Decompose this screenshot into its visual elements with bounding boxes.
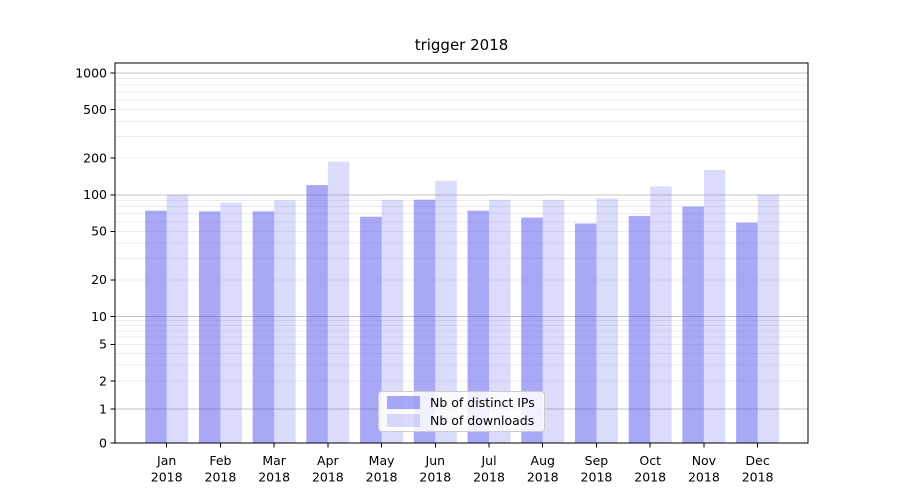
x-tick-label-month: Apr: [317, 453, 339, 468]
bar-ips-Jul: [467, 210, 490, 443]
x-tick-label-year: 2018: [527, 470, 559, 485]
bar-ips-Apr: [306, 185, 328, 443]
bar-downloads-Mar: [274, 200, 296, 443]
bar-downloads-Feb: [220, 202, 242, 443]
x-tick-label-year: 2018: [312, 470, 344, 485]
bar-downloads-Nov: [703, 169, 726, 444]
bar-ips-Jan: [145, 210, 167, 443]
legend: Nb of distinct IPs Nb of downloads: [378, 391, 545, 432]
bar-ips-Aug: [521, 217, 543, 443]
legend-item-downloads: Nb of downloads: [385, 413, 538, 428]
legend-swatch-distinct-ips: [387, 396, 420, 410]
bar-downloads-Jul: [489, 199, 511, 443]
bar-ips-Dec: [736, 222, 758, 443]
y-tick-label: 1: [99, 401, 107, 416]
x-tick-label-month: Jun: [425, 453, 446, 468]
bar-ips-Nov: [682, 206, 704, 443]
bar-ips-Mar: [252, 211, 275, 443]
bar-ips-Oct: [628, 215, 651, 443]
bar-downloads-Sep: [596, 198, 618, 443]
y-tick-label: 200: [83, 150, 107, 165]
y-tick-label: 2: [99, 373, 107, 388]
x-tick-label-year: 2018: [366, 470, 398, 485]
axes-box: [114, 62, 809, 444]
bar-downloads-Aug: [542, 199, 565, 443]
y-tick-label: 20: [91, 272, 107, 287]
y-tick-label: 500: [83, 102, 107, 117]
x-tick-label-month: Mar: [262, 453, 286, 468]
x-tick-label-year: 2018: [742, 470, 774, 485]
y-tick-label: 5: [99, 337, 107, 352]
x-tick-label-year: 2018: [634, 470, 666, 485]
legend-label-downloads: Nb of downloads: [430, 412, 535, 428]
y-tick-label: 1000: [75, 65, 107, 80]
x-tick-label-year: 2018: [473, 470, 505, 485]
x-tick-label-month: Sep: [585, 453, 609, 468]
bar-ips-May: [360, 216, 382, 443]
y-tick-label: 100: [83, 187, 107, 202]
bar-downloads-Jan: [166, 194, 189, 443]
x-tick-label-month: Nov: [692, 453, 717, 468]
bar-downloads-Oct: [650, 186, 672, 443]
x-tick-label-year: 2018: [688, 470, 720, 485]
x-tick-label-month: Oct: [639, 453, 661, 468]
x-tick-label-month: Aug: [531, 453, 555, 468]
bar-downloads-Dec: [757, 194, 780, 443]
bar-ips-Sep: [574, 223, 597, 443]
legend-swatch-downloads: [387, 413, 420, 427]
x-tick-label-month: Dec: [746, 453, 770, 468]
x-tick-label-month: May: [369, 453, 395, 468]
legend-item-distinct-ips: Nb of distinct IPs: [385, 395, 538, 410]
bar-downloads-May: [381, 199, 404, 443]
bar-downloads-Jun: [435, 180, 457, 444]
x-tick-label-year: 2018: [581, 470, 613, 485]
x-tick-label-year: 2018: [419, 470, 451, 485]
bar-ips-Jun: [413, 199, 436, 443]
y-tick-label: 10: [91, 309, 107, 324]
x-tick-label-month: Feb: [209, 453, 231, 468]
x-tick-label-year: 2018: [205, 470, 237, 485]
bar-ips-Feb: [198, 211, 221, 443]
x-tick-label-year: 2018: [151, 470, 183, 485]
y-tick-label: 50: [91, 224, 107, 239]
x-tick-label-month: Jan: [156, 453, 176, 468]
legend-label-distinct-ips: Nb of distinct IPs: [430, 395, 535, 411]
chart-title: trigger 2018: [414, 36, 509, 54]
x-tick-label-year: 2018: [258, 470, 290, 485]
y-tick-label: 0: [99, 435, 107, 450]
bar-downloads-Apr: [327, 161, 350, 443]
x-tick-label-month: Jul: [480, 453, 496, 468]
